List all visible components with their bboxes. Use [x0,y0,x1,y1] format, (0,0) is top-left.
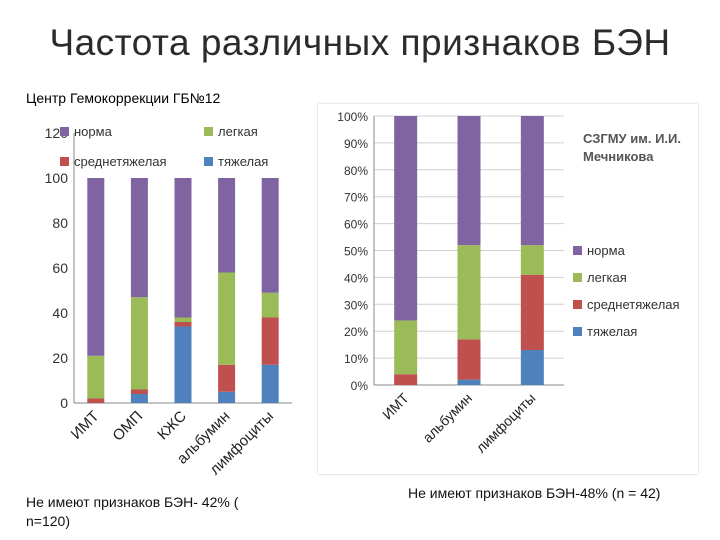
legend-label: норма [587,243,626,258]
left-chart-panel: 0 20 40 60 80 100 120 ИМТ ОМП КЖС альбумин лимфоцит… [22,108,312,488]
right-stacked-bar-chart: 0% 10% 20% 30% 40% 50% 60% 70% 80% 90% 100% ИМТ альб… [337,110,680,456]
x-category-label: ОМП [109,408,146,445]
legend-label: легкая [218,124,258,139]
bar-segment-среднетяжелая [261,317,279,365]
legend-swatch-среднетяжелая [60,157,69,166]
left-chart-subtitle: Центр Гемокоррекции ГБ№12 [26,90,221,106]
legend-label: среднетяжелая [587,297,680,312]
legend-label: среднетяжелая [74,154,167,169]
bar-segment-норма [174,178,192,318]
legend-swatch-легкая [573,273,582,282]
legend-swatch-тяжелая [573,327,582,336]
bar-segment-среднетяжелая [394,374,418,385]
y-tick-label: 100 [45,170,69,186]
bar-segment-среднетяжелая [174,322,192,327]
y-tick-label: 10% [344,352,368,366]
x-category-label: альбумин [419,390,475,446]
bar-segment-легкая [261,292,279,318]
legend-swatch-норма [573,246,582,255]
legend-swatch-тяжелая [204,157,213,166]
bar-segment-норма [520,116,544,246]
bar-segment-легкая [394,320,418,375]
right-chart-source-label: СЗГМУ им. И.И. Мечникова [583,131,682,164]
x-category-label: КЖС [154,408,190,444]
bar-segment-среднетяжелая [520,274,544,351]
bar-segment-легкая [174,317,192,322]
legend-swatch-среднетяжелая [573,300,582,309]
bar-segment-легкая [457,245,481,340]
y-tick-label: 80% [344,164,368,178]
y-tick-label: 90% [344,137,368,151]
bar-segment-тяжелая [520,350,544,385]
left-chart-note: Не имеют признаков БЭН- 42% ( n=120) [26,494,239,529]
bar-segment-норма [87,178,105,356]
y-tick-label: 40 [52,305,68,321]
bar-segment-легкая [520,245,544,275]
x-category-label: лимфоциты [473,390,539,456]
bar-segment-тяжелая [457,379,481,385]
legend-label: легкая [587,270,627,285]
y-tick-label: 20 [52,350,68,366]
right-chart-panel: 0% 10% 20% 30% 40% 50% 60% 70% 80% 90% 100% ИМТ альб… [318,104,698,474]
bar-segment-норма [261,178,279,293]
bar-segment-норма [130,178,148,298]
bar-segment-среднетяжелая [218,364,236,392]
right-chart-note: Не имеют признаков БЭН-48% (n = 42) [408,485,661,501]
y-tick-label: 80 [52,215,68,231]
bar-segment-тяжелая [218,391,236,403]
slide-title: Частота различных признаков БЭН [49,22,671,63]
bar-segment-среднетяжелая [130,389,148,394]
bar-segment-легкая [130,297,148,390]
legend-label: норма [74,124,113,139]
bar-segment-норма [457,116,481,246]
y-tick-label: 100% [337,110,368,124]
legend-label: тяжелая [218,154,268,169]
y-tick-label: 0% [351,379,369,393]
y-tick-label: 60 [52,260,68,276]
y-tick-label: 50% [344,245,368,259]
bar-segment-тяжелая [130,394,148,403]
bar-segment-среднетяжелая [87,398,105,403]
x-category-label: ИМТ [68,408,103,443]
bar-segment-легкая [87,355,105,399]
y-tick-label: 60% [344,218,368,232]
y-tick-label: 30% [344,298,368,312]
bar-segment-норма [218,178,236,273]
y-tick-label: 20% [344,325,368,339]
legend-swatch-норма [60,127,69,136]
y-tick-label: 0 [60,395,68,411]
bar-segment-тяжелая [174,326,192,403]
y-tick-label: 70% [344,191,368,205]
bar-segment-среднетяжелая [457,339,481,380]
x-category-label: ИМТ [379,389,412,422]
bar-segment-тяжелая [261,364,279,403]
y-tick-label: 40% [344,271,368,285]
legend-label: тяжелая [587,324,637,339]
legend-swatch-легкая [204,127,213,136]
bar-segment-норма [394,116,418,321]
bar-segment-легкая [218,272,236,365]
